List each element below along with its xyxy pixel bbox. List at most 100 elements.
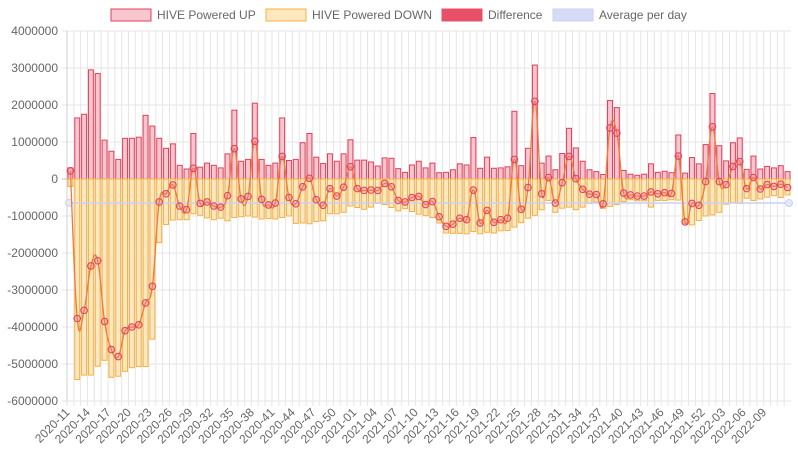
bar-powered-down (497, 178, 504, 232)
y-tick-label: 0 (51, 172, 58, 186)
difference-point (496, 215, 505, 224)
difference-point (626, 191, 635, 199)
legend-label[interactable]: Difference (488, 8, 543, 22)
bar-powered-up (518, 165, 525, 180)
difference-point (387, 182, 396, 191)
bar-powered-up (347, 139, 354, 180)
bar-powered-down (156, 178, 163, 244)
bar-powered-up (74, 117, 81, 180)
bar-powered-down (402, 178, 409, 210)
difference-point (216, 203, 225, 211)
bar-powered-up (306, 132, 313, 180)
difference-point (537, 190, 546, 198)
y-tick-label: 3000000 (11, 61, 58, 75)
bar-powered-up (374, 165, 381, 180)
difference-point (660, 188, 669, 197)
difference-point (80, 306, 88, 315)
bar-powered-up (477, 167, 484, 180)
bar-powered-up (682, 172, 689, 180)
bar-powered-up (777, 165, 784, 180)
bar-powered-down (197, 178, 204, 216)
bar-powered-up (600, 174, 607, 180)
difference-point (735, 157, 744, 166)
difference-point (647, 188, 655, 196)
bar-powered-up (661, 170, 668, 180)
difference-point (483, 206, 491, 215)
difference-point (93, 256, 102, 265)
difference-point (544, 173, 553, 182)
bar-powered-up (784, 171, 791, 180)
bar-powered-down (81, 178, 88, 376)
difference-point (210, 202, 218, 210)
difference-point (141, 299, 150, 307)
difference-point (223, 191, 232, 200)
bar-powered-down (593, 178, 600, 203)
difference-point (237, 195, 245, 203)
bar-powered-down (340, 178, 347, 213)
difference-point (578, 185, 587, 194)
bar-powered-up (81, 113, 88, 180)
bar-powered-up (333, 160, 340, 180)
bar-powered-up (272, 162, 279, 180)
legend-label[interactable]: HIVE Powered UP (157, 8, 256, 22)
bar-powered-up (286, 160, 292, 180)
bar-powered-up (627, 173, 634, 180)
bar-powered-up (593, 171, 600, 180)
difference-point (414, 192, 423, 201)
difference-point (278, 152, 286, 161)
bar-powered-up (463, 164, 470, 180)
bar-powered-down (729, 178, 736, 204)
difference-point (749, 173, 758, 182)
difference-point (462, 215, 471, 224)
legend-swatch (265, 8, 307, 22)
difference-point (339, 183, 348, 191)
bar-powered-down (320, 178, 327, 222)
bar-powered-up (668, 172, 675, 180)
bar-powered-down (443, 178, 450, 234)
bar-powered-up (204, 162, 210, 180)
difference-point (421, 200, 430, 209)
bar-powered-down (217, 178, 224, 219)
difference-point (162, 190, 170, 198)
difference-point (134, 320, 143, 329)
bar-powered-up (135, 136, 142, 180)
bar-powered-up (648, 163, 654, 180)
difference-point (380, 179, 389, 188)
difference-point (394, 196, 403, 205)
series-powered-up (67, 64, 791, 180)
bar-powered-up (579, 160, 586, 180)
bar-powered-down (490, 178, 497, 234)
bar-powered-down (641, 178, 648, 202)
bar-powered-up (654, 171, 661, 180)
bar-powered-down (675, 178, 682, 201)
y-tick-label: 2000000 (11, 98, 58, 112)
bar-powered-up (231, 109, 238, 180)
difference-point (572, 174, 580, 183)
legend-label[interactable]: Average per day (599, 8, 687, 22)
difference-point (599, 199, 607, 208)
bar-powered-down (634, 178, 641, 202)
bar-powered-down (306, 178, 313, 225)
bar-powered-down (210, 178, 217, 221)
bar-powered-up (115, 158, 122, 180)
bar-powered-up (245, 158, 251, 180)
average-point (785, 199, 793, 208)
bar-powered-down (477, 178, 484, 235)
bar-powered-up (497, 167, 504, 180)
legend-label[interactable]: HIVE Powered DOWN (312, 8, 432, 22)
bar-powered-down (422, 178, 429, 217)
y-tick-label: -6000000 (7, 394, 58, 408)
difference-point (674, 152, 683, 160)
x-axis: 2020-112020-142020-172020-202020-232020-… (32, 405, 769, 446)
bar-powered-down (436, 178, 443, 224)
difference-point (292, 199, 300, 208)
difference-point (257, 195, 266, 204)
y-tick-label: -5000000 (7, 357, 58, 371)
bar-powered-up (265, 164, 272, 180)
difference-point (606, 124, 614, 132)
bar-powered-up (470, 137, 477, 180)
difference-point (783, 183, 792, 192)
difference-point (312, 195, 321, 204)
bar-powered-up (128, 137, 135, 180)
